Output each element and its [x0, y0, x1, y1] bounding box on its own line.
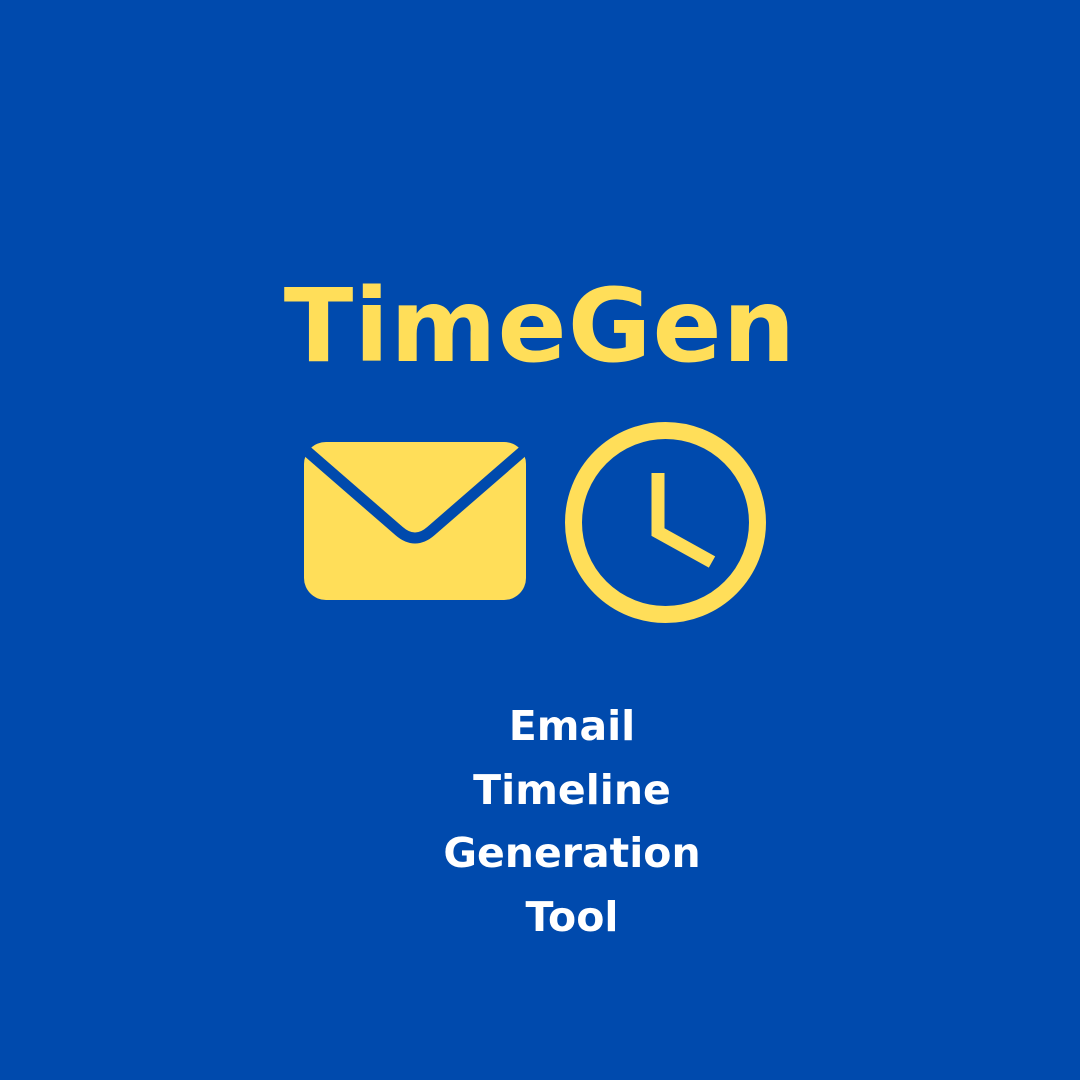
- clock-icon: [565, 422, 766, 623]
- tagline-line: Generation: [443, 829, 701, 877]
- tagline-line: Timeline: [473, 765, 671, 814]
- tagline-line: Tool: [525, 892, 619, 941]
- tagline-line: Email: [508, 702, 636, 750]
- app-title: TimeGen: [283, 267, 797, 386]
- envelope-icon: [304, 442, 526, 600]
- icon-row: [0, 420, 1080, 625]
- tagline: Email Timeline Generation Tool: [422, 695, 722, 949]
